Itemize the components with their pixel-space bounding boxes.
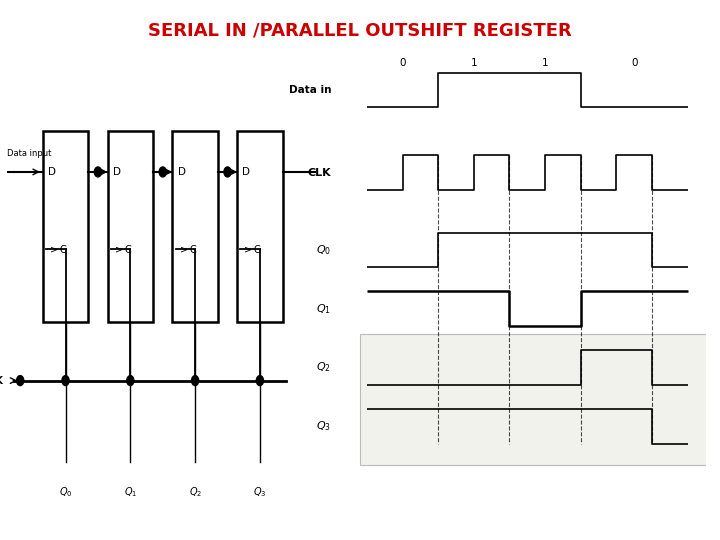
Text: D: D [113,167,121,177]
Circle shape [17,376,24,386]
FancyBboxPatch shape [360,334,713,465]
Text: $>$C: $>$C [178,243,198,255]
Text: $>$C: $>$C [243,243,263,255]
Text: Data in: Data in [289,85,331,95]
Text: $Q_1$: $Q_1$ [316,302,331,316]
Circle shape [94,167,102,177]
Text: CLK: CLK [307,168,331,178]
FancyBboxPatch shape [237,131,282,322]
FancyBboxPatch shape [173,131,217,322]
Text: $Q_0$: $Q_0$ [316,243,331,257]
Text: 0: 0 [631,58,637,69]
Text: $Q_2$: $Q_2$ [316,361,331,374]
Text: 0: 0 [400,58,406,69]
FancyBboxPatch shape [43,131,89,322]
Text: $Q_3$: $Q_3$ [316,420,331,433]
Text: D: D [178,167,186,177]
Circle shape [127,376,134,386]
Text: D: D [48,167,56,177]
Text: $Q_2$: $Q_2$ [189,485,202,499]
Text: D: D [243,167,251,177]
Text: SERIAL IN /PARALLEL OUTSHIFT REGISTER: SERIAL IN /PARALLEL OUTSHIFT REGISTER [148,22,572,39]
Text: $Q_3$: $Q_3$ [253,485,266,499]
Text: Data input: Data input [7,150,52,158]
Text: $>$C: $>$C [113,243,133,255]
Circle shape [192,376,199,386]
Text: $>$C: $>$C [48,243,68,255]
Circle shape [224,167,231,177]
Circle shape [256,376,264,386]
Text: 1: 1 [470,58,477,69]
Text: 1: 1 [542,58,549,69]
Text: CLK: CLK [0,376,4,386]
Circle shape [62,376,69,386]
Circle shape [159,167,166,177]
Text: $Q_0$: $Q_0$ [59,485,72,499]
Text: $Q_1$: $Q_1$ [124,485,137,499]
FancyBboxPatch shape [108,131,153,322]
